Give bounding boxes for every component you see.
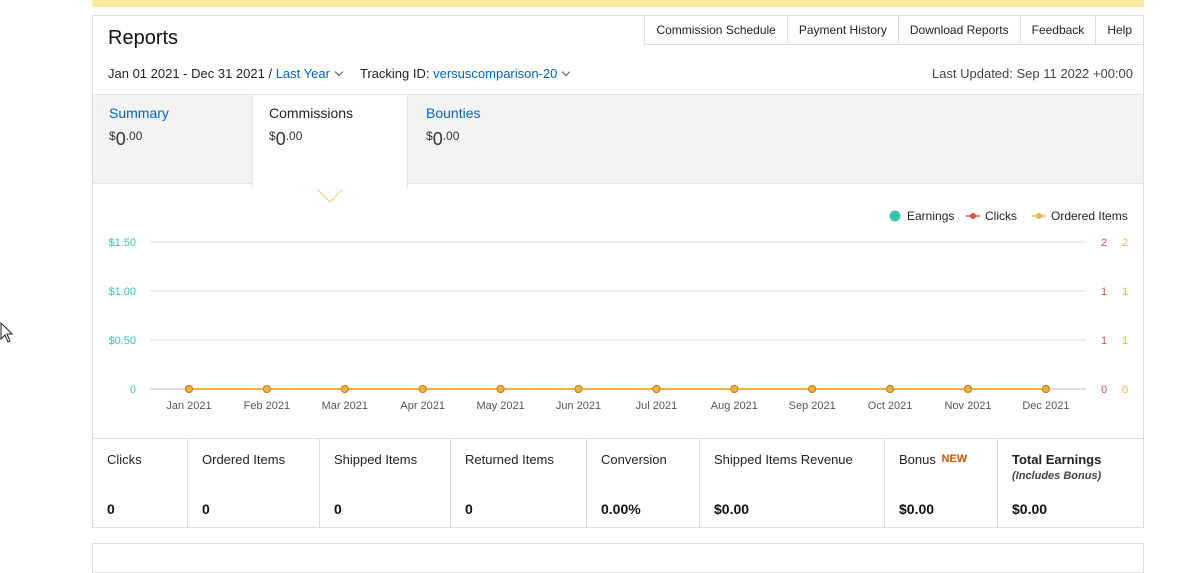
- period-dropdown[interactable]: Last Year: [275, 66, 330, 81]
- x-tick-label: Oct 2021: [868, 400, 913, 412]
- data-point: [1041, 385, 1050, 393]
- legend-label: Ordered Items: [1051, 209, 1128, 223]
- legend-marker: [889, 210, 901, 222]
- y-right-tick-label: 2: [1122, 237, 1128, 249]
- commission-schedule-button[interactable]: Commission Schedule: [644, 15, 787, 45]
- stat-shipped-revenue: Shipped Items Revenue $0.00: [700, 439, 885, 528]
- payment-history-button[interactable]: Payment History: [786, 15, 898, 45]
- earnings-chart: 0 0 0 $0.50 1 1 $1.00 1 1 $1.50 2 2 Jan 2021 Feb 2021…: [108, 209, 1128, 412]
- x-tick-label: Jul 2021: [636, 400, 678, 412]
- y-left-tick-label: 0: [130, 384, 136, 396]
- new-badge: NEW: [941, 453, 968, 465]
- x-tick-label: May 2021: [476, 400, 524, 412]
- stat-bonus: Bonus NEW $0.00: [885, 439, 998, 528]
- y-left-tick-label: $0.50: [108, 335, 136, 347]
- legend-marker: [970, 213, 976, 219]
- reports-panel: Reports Commission Schedule Payment Hist…: [92, 15, 1144, 528]
- y-left-tick-label: $1.00: [108, 286, 136, 298]
- download-reports-button[interactable]: Download Reports: [897, 15, 1020, 45]
- y-right-tick-label: 2: [1101, 237, 1107, 249]
- stats-row: Clicks 0 Ordered Items 0 Shipped Items 0…: [93, 438, 1143, 528]
- data-point: [886, 385, 895, 393]
- next-panel: [92, 543, 1144, 573]
- tab-label[interactable]: Summary: [109, 105, 169, 121]
- tab-value: $0.00: [269, 129, 303, 149]
- tab-commissions[interactable]: Commissions $0.00: [252, 95, 408, 203]
- data-point: [262, 385, 271, 393]
- chevron-down-icon[interactable]: [562, 67, 571, 77]
- stat-shipped-items: Shipped Items 0: [320, 439, 451, 528]
- x-tick-label: Jan 2021: [166, 400, 211, 412]
- tab-summary[interactable]: Summary $0.00: [93, 95, 249, 186]
- tracking-id-dropdown[interactable]: versuscomparison-20: [433, 66, 558, 81]
- data-point: [964, 385, 972, 393]
- filter-bar: Jan 01 2021 - Dec 31 2021 / Last Year Tr…: [108, 66, 571, 81]
- x-tick-label: Apr 2021: [400, 400, 445, 412]
- date-range-text: Jan 01 2021 - Dec 31 2021 /: [108, 66, 273, 81]
- stat-total-earnings: Total Earnings (Includes Bonus) $0.00: [1012, 452, 1102, 517]
- y-right-tick-label: 1: [1122, 286, 1128, 298]
- stat-ordered-items: Ordered Items 0: [188, 439, 320, 528]
- x-tick-label: Aug 2021: [711, 400, 758, 412]
- x-tick-label: Dec 2021: [1022, 400, 1069, 412]
- tab-label[interactable]: Bounties: [426, 105, 481, 121]
- feedback-button[interactable]: Feedback: [1019, 15, 1096, 45]
- x-tick-label: Feb 2021: [244, 400, 290, 412]
- x-tick-label: Sep 2021: [789, 400, 836, 412]
- legend-label: Clicks: [985, 209, 1017, 223]
- data-point: [808, 385, 817, 393]
- y-left-tick-label: $1.50: [108, 237, 136, 249]
- stat-clicks: Clicks 0: [93, 439, 188, 528]
- data-point: [652, 385, 661, 393]
- notification-banner: [92, 0, 1144, 7]
- data-point: [730, 385, 739, 393]
- data-point: [418, 385, 427, 393]
- x-tick-label: Jun 2021: [556, 400, 601, 412]
- x-tick-label: Mar 2021: [322, 400, 368, 412]
- top-nav: Commission Schedule Payment History Down…: [644, 15, 1144, 45]
- chevron-down-icon[interactable]: [334, 67, 344, 77]
- data-point: [185, 385, 193, 393]
- y-right-tick-label: 1: [1101, 335, 1107, 347]
- tab-value: $0.00: [426, 129, 460, 149]
- data-point: [496, 385, 505, 393]
- y-right-tick-label: 1: [1122, 335, 1128, 347]
- tracking-label: Tracking ID:: [359, 66, 430, 81]
- stat-conversion: Conversion 0.00%: [587, 439, 700, 528]
- tab-bounties[interactable]: Bounties $0.00: [410, 95, 566, 186]
- legend-label: Earnings: [907, 209, 954, 223]
- data-point: [340, 385, 349, 393]
- y-right-tick-label: 0: [1122, 384, 1128, 396]
- tab-value: $0.00: [109, 129, 143, 149]
- legend-marker: [1036, 213, 1042, 219]
- page-title: Reports: [108, 27, 179, 49]
- y-right-tick-label: 0: [1101, 384, 1107, 396]
- x-tick-label: Nov 2021: [944, 400, 991, 412]
- help-button[interactable]: Help: [1095, 15, 1144, 45]
- data-point: [574, 385, 583, 393]
- tab-label[interactable]: Commissions: [269, 105, 354, 121]
- mouse-cursor-icon: [0, 322, 14, 343]
- report-tabs: Summary $0.00 Commissions $0.00 Bounties…: [93, 94, 1143, 203]
- last-updated: Last Updated: Sep 11 2022 +00:00: [931, 66, 1133, 81]
- y-right-tick-label: 1: [1101, 286, 1107, 298]
- stat-returned-items: Returned Items 0: [451, 439, 587, 528]
